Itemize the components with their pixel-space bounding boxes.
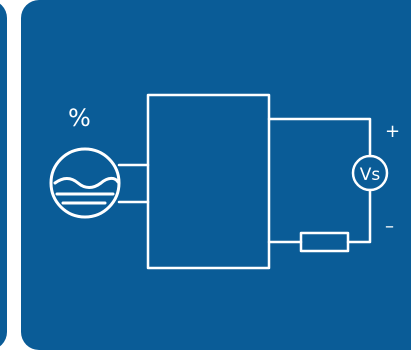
positive-output-wire — [267, 117, 372, 158]
diagram-panel: % Vs + – — [21, 0, 411, 350]
circuit-diagram: % Vs + – — [49, 93, 400, 270]
voltmeter-label: Vs — [360, 165, 381, 185]
signal-converter-box — [146, 93, 271, 270]
negative-output-wire-right — [346, 188, 372, 244]
adjacent-panel-edge — [0, 0, 7, 350]
percent-label: % — [68, 104, 91, 132]
positive-terminal-label: + — [385, 121, 400, 142]
liquid-level-sensor-icon — [49, 147, 121, 219]
resistor-icon — [299, 231, 350, 253]
negative-terminal-label: – — [385, 216, 394, 237]
